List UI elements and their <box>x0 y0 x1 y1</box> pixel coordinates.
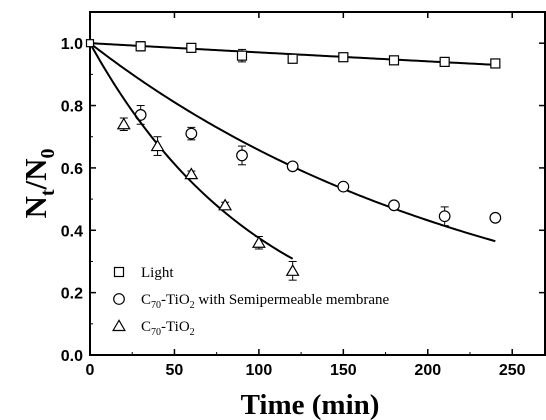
data-point-triangle <box>285 263 300 276</box>
data-point-square <box>135 41 146 52</box>
data-point-circle <box>286 160 299 173</box>
y-tick-label: 0.2 <box>61 286 83 303</box>
data-point-square <box>236 50 248 61</box>
data-point-square <box>338 52 349 63</box>
y-title-slash: /N <box>18 158 53 190</box>
data-point-circle <box>337 180 350 193</box>
data-point-triangle <box>116 117 131 130</box>
x-axis-title: Time (min) <box>241 389 380 420</box>
x-tick-label: 0 <box>86 362 95 379</box>
y-title-sub-0: 0 <box>37 148 59 158</box>
x-tick-label: 50 <box>166 362 184 379</box>
data-point-square <box>287 53 298 64</box>
legend-label-circle: C70-TiO2 with Semipermeable membrane <box>141 292 390 311</box>
y-tick-label: 0.8 <box>61 99 83 116</box>
data-point-triangle <box>218 198 233 211</box>
data-point-circle <box>438 210 451 223</box>
data-point-square <box>186 42 197 53</box>
x-tick-label: 100 <box>246 362 273 379</box>
data-point-square <box>388 55 400 66</box>
legend-label-triangle: C70-TiO2 <box>141 319 195 338</box>
y-title-sub-t: t <box>37 189 59 196</box>
plot-frame <box>89 11 546 356</box>
fit-curve-circle <box>89 42 496 243</box>
legend-label-square: Light <box>141 265 174 281</box>
data-point-circle <box>236 149 248 162</box>
y-axis-title: Nt/N0 <box>18 148 59 218</box>
series-circle <box>89 42 502 243</box>
y-tick-label: 1.0 <box>61 36 83 53</box>
series-square <box>89 41 501 69</box>
legend-marker-triangle <box>112 319 126 332</box>
series-triangle <box>89 42 300 281</box>
data-point-square <box>439 56 450 67</box>
y-tick-label: 0.0 <box>61 348 83 365</box>
y-tick-label: 0.4 <box>61 223 83 240</box>
data-point-origin <box>85 39 95 48</box>
data-point-square <box>490 58 501 69</box>
data-point-triangle <box>184 167 199 180</box>
data-point-circle <box>185 127 198 140</box>
data-point-triangle <box>150 139 165 152</box>
data-point-circle <box>489 211 502 224</box>
legend: Light C70-TiO2 with Semipermeable membran… <box>112 265 390 338</box>
x-tick-label: 200 <box>414 362 441 379</box>
legend-marker-square <box>113 266 125 278</box>
x-tick-label: 250 <box>499 362 526 379</box>
x-tick-label: 150 <box>330 362 357 379</box>
y-title-main: N <box>18 196 53 218</box>
y-tick-label: 0.6 <box>61 161 83 178</box>
data-point-circle <box>388 199 400 212</box>
legend-marker-circle <box>113 293 125 305</box>
data-point-triangle <box>251 235 266 248</box>
